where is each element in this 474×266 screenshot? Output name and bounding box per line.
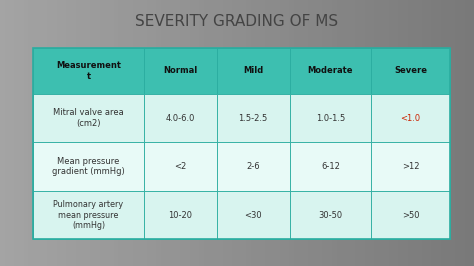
FancyBboxPatch shape: [371, 48, 450, 94]
FancyBboxPatch shape: [144, 48, 217, 94]
Text: Pulmonary artery
mean pressure
(mmHg): Pulmonary artery mean pressure (mmHg): [54, 200, 124, 230]
FancyBboxPatch shape: [217, 142, 290, 191]
FancyBboxPatch shape: [217, 94, 290, 142]
Text: >50: >50: [402, 211, 419, 220]
Text: >12: >12: [402, 162, 419, 171]
FancyBboxPatch shape: [290, 142, 371, 191]
Text: 2-6: 2-6: [246, 162, 260, 171]
FancyBboxPatch shape: [371, 142, 450, 191]
Text: SEVERITY GRADING OF MS: SEVERITY GRADING OF MS: [136, 14, 338, 29]
Text: <2: <2: [174, 162, 186, 171]
FancyBboxPatch shape: [144, 191, 217, 239]
FancyBboxPatch shape: [33, 94, 144, 142]
FancyBboxPatch shape: [217, 191, 290, 239]
FancyBboxPatch shape: [33, 191, 144, 239]
FancyBboxPatch shape: [33, 142, 144, 191]
FancyBboxPatch shape: [290, 94, 371, 142]
Text: 30-50: 30-50: [319, 211, 342, 220]
Text: Severe: Severe: [394, 66, 427, 75]
Text: Normal: Normal: [163, 66, 197, 75]
FancyBboxPatch shape: [371, 94, 450, 142]
FancyBboxPatch shape: [217, 48, 290, 94]
Text: Mitral valve area
(cm2): Mitral valve area (cm2): [53, 109, 124, 128]
Text: Moderate: Moderate: [308, 66, 353, 75]
Text: 4.0-6.0: 4.0-6.0: [165, 114, 195, 123]
Text: 1.0-1.5: 1.0-1.5: [316, 114, 345, 123]
Text: <1.0: <1.0: [401, 114, 421, 123]
FancyBboxPatch shape: [290, 48, 371, 94]
Text: 10-20: 10-20: [168, 211, 192, 220]
Text: Mild: Mild: [243, 66, 264, 75]
FancyBboxPatch shape: [144, 142, 217, 191]
FancyBboxPatch shape: [371, 191, 450, 239]
FancyBboxPatch shape: [33, 48, 144, 94]
Text: Mean pressure
gradient (mmHg): Mean pressure gradient (mmHg): [52, 157, 125, 176]
FancyBboxPatch shape: [290, 191, 371, 239]
FancyBboxPatch shape: [144, 94, 217, 142]
Text: Measurement
t: Measurement t: [56, 61, 121, 81]
Text: 1.5-2.5: 1.5-2.5: [238, 114, 268, 123]
Text: 6-12: 6-12: [321, 162, 340, 171]
Text: <30: <30: [245, 211, 262, 220]
